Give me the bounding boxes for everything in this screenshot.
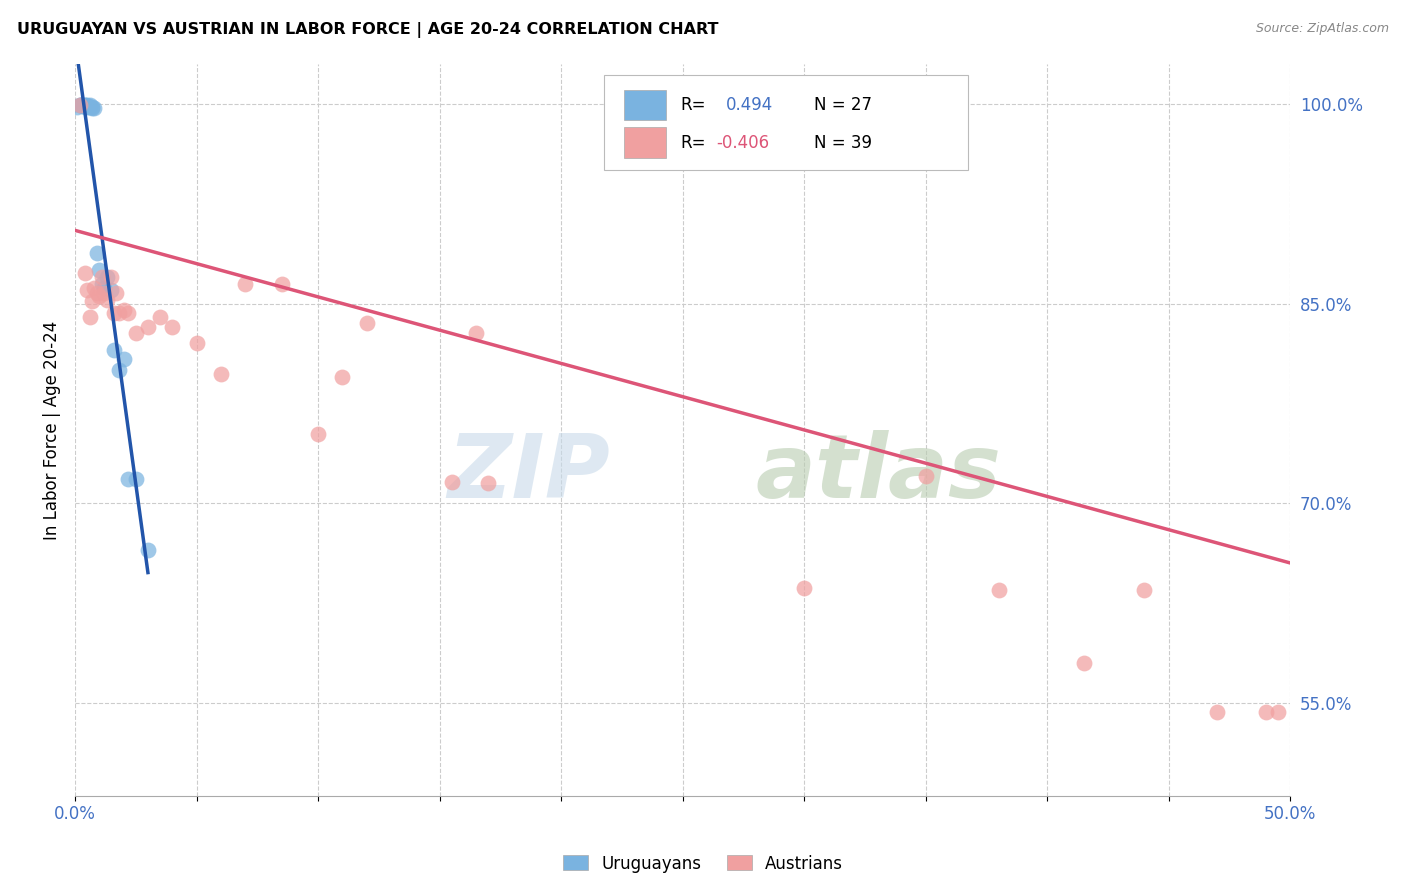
Point: [105, 285, 128, 300]
Point: [330, 369, 353, 384]
Point: [86, 285, 108, 300]
Point: [83, 280, 105, 294]
Point: [160, 320, 183, 334]
Point: [69, 98, 91, 112]
Point: [76, 98, 98, 112]
Point: [1073, 656, 1095, 670]
Text: -0.406: -0.406: [717, 134, 769, 152]
Point: [793, 581, 815, 595]
FancyBboxPatch shape: [603, 75, 969, 170]
Text: R=: R=: [681, 134, 706, 152]
Point: [1267, 705, 1289, 719]
Text: Source: ZipAtlas.com: Source: ZipAtlas.com: [1256, 22, 1389, 36]
Point: [69, 98, 91, 112]
Point: [107, 306, 129, 320]
Point: [112, 303, 135, 318]
Point: [125, 472, 148, 486]
Point: [89, 288, 111, 302]
Point: [80, 293, 103, 308]
Point: [136, 542, 159, 557]
Point: [73, 266, 96, 280]
Point: [80, 100, 103, 114]
Point: [103, 306, 125, 320]
Point: [440, 475, 463, 489]
Text: ZIP: ZIP: [447, 430, 610, 517]
Point: [90, 269, 112, 284]
Point: [72, 98, 94, 112]
Point: [100, 283, 122, 297]
Point: [93, 280, 115, 294]
Text: atlas: atlas: [755, 430, 1001, 517]
Point: [136, 320, 159, 334]
Point: [83, 101, 105, 115]
Point: [112, 352, 135, 367]
FancyBboxPatch shape: [624, 128, 665, 158]
Point: [987, 582, 1010, 597]
Point: [1133, 582, 1156, 597]
Point: [93, 285, 115, 300]
Point: [117, 306, 139, 320]
Point: [79, 100, 101, 114]
Point: [72, 98, 94, 112]
Text: R=: R=: [681, 96, 706, 114]
Legend: Uruguayans, Austrians: Uruguayans, Austrians: [557, 848, 849, 880]
Point: [73, 100, 96, 114]
Point: [96, 269, 118, 284]
Point: [96, 293, 118, 307]
Point: [186, 336, 208, 351]
Point: [125, 326, 148, 340]
Point: [117, 472, 139, 486]
Point: [76, 100, 98, 114]
Point: [86, 246, 108, 260]
Text: URUGUAYAN VS AUSTRIAN IN LABOR FORCE | AGE 20-24 CORRELATION CHART: URUGUAYAN VS AUSTRIAN IN LABOR FORCE | A…: [17, 22, 718, 38]
Point: [1206, 705, 1229, 719]
Point: [107, 363, 129, 377]
Point: [307, 426, 329, 441]
Point: [149, 310, 172, 324]
Point: [209, 367, 232, 381]
Point: [356, 317, 378, 331]
Point: [73, 98, 96, 112]
Point: [90, 277, 112, 291]
Point: [270, 277, 292, 291]
Text: 0.494: 0.494: [727, 96, 773, 114]
Point: [1254, 705, 1277, 719]
Point: [79, 98, 101, 112]
Point: [233, 277, 256, 291]
Y-axis label: In Labor Force | Age 20-24: In Labor Force | Age 20-24: [44, 320, 60, 540]
Point: [76, 283, 98, 297]
FancyBboxPatch shape: [624, 90, 665, 120]
Point: [477, 476, 499, 491]
Point: [69, 98, 91, 112]
Point: [100, 269, 122, 284]
Point: [66, 100, 89, 114]
Point: [465, 326, 488, 340]
Point: [103, 343, 125, 357]
Point: [73, 98, 96, 112]
Point: [79, 310, 101, 324]
Point: [914, 469, 936, 483]
Point: [80, 101, 103, 115]
Text: N = 39: N = 39: [814, 134, 872, 152]
Text: N = 27: N = 27: [814, 96, 872, 114]
Point: [89, 263, 111, 277]
